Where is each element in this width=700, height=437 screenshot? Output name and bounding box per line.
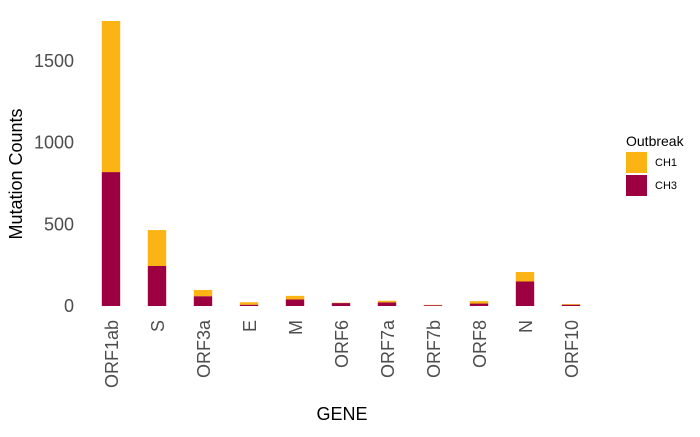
bars	[102, 21, 580, 306]
legend-swatch-ch1	[626, 152, 647, 173]
bar-ch3-orf3a	[194, 296, 212, 306]
legend-title: Outbreak	[626, 133, 685, 149]
y-tick-label: 1500	[34, 51, 74, 71]
bar-ch1-orf8	[470, 301, 488, 303]
x-tick-label: ORF1ab	[102, 320, 122, 388]
x-tick-label: ORF7a	[378, 319, 398, 378]
bar-ch1-m	[286, 296, 304, 300]
bar-ch1-orf3a	[194, 290, 212, 296]
bar-ch1-e	[240, 302, 258, 304]
x-tick-label: M	[286, 320, 306, 335]
legend-swatch-ch3	[626, 175, 647, 196]
x-axis-ticks: ORF1ab S ORF3a E M ORF6 ORF7a ORF7b ORF8 N ORF10	[102, 319, 582, 388]
legend-label-ch1: CH1	[655, 157, 677, 169]
bar-ch3-s	[148, 266, 166, 306]
y-tick-label: 500	[44, 214, 74, 234]
x-tick-label: ORF6	[332, 320, 352, 368]
legend-label-ch3: CH3	[655, 180, 677, 192]
bar-ch3-orf6	[332, 303, 350, 306]
x-tick-label: ORF8	[470, 320, 490, 368]
bar-ch3-orf8	[470, 304, 488, 306]
bar-ch3-orf7b	[424, 305, 442, 306]
bar-ch1-n	[516, 272, 534, 281]
x-tick-label: E	[240, 320, 260, 332]
x-tick-label: ORF10	[562, 320, 582, 378]
bar-ch3-n	[516, 282, 534, 306]
bar-ch1-s	[148, 230, 166, 266]
bar-ch1-orf1ab	[102, 21, 120, 172]
bar-ch1-orf10	[562, 304, 580, 305]
y-axis-label: Mutation Counts	[6, 108, 26, 239]
bar-ch3-orf10	[562, 305, 580, 306]
bar-ch1-orf7a	[378, 301, 396, 303]
x-axis-label: GENE	[316, 404, 367, 424]
bar-ch3-orf1ab	[102, 172, 120, 306]
bar-ch3-orf7a	[378, 302, 396, 306]
y-tick-label: 1000	[34, 133, 74, 153]
bar-ch3-e	[240, 305, 258, 306]
x-tick-label: ORF3a	[194, 319, 214, 378]
y-tick-label: 0	[64, 296, 74, 316]
bar-ch3-m	[286, 299, 304, 306]
legend: Outbreak CH1 CH3	[626, 133, 685, 196]
x-tick-label: ORF7b	[424, 320, 444, 378]
x-tick-label: N	[516, 320, 536, 333]
x-tick-label: S	[148, 320, 168, 332]
y-axis-ticks: 0 500 1000 1500	[34, 51, 74, 316]
